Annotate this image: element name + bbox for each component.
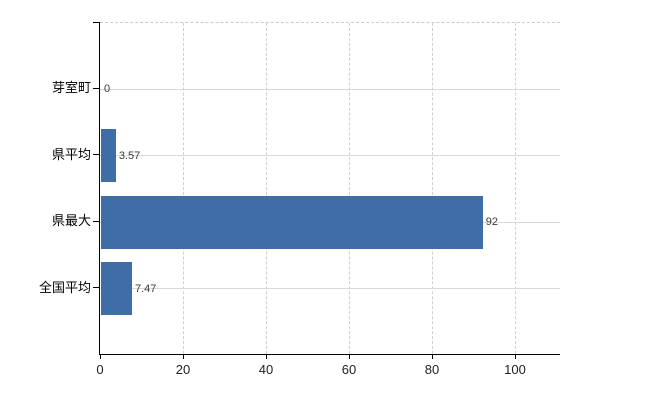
v-gridline — [265, 23, 267, 354]
x-tick-label: 0 — [96, 362, 104, 377]
x-tick — [431, 354, 433, 359]
v-gridline — [348, 23, 350, 354]
y-tick — [93, 220, 100, 222]
y-axis-end-tick — [93, 22, 100, 23]
category-label: 県平均 — [51, 146, 91, 162]
x-tick-label: 100 — [504, 362, 526, 377]
plot-area: 0 3.57 92 7.47 — [100, 22, 560, 354]
x-tick-label: 80 — [424, 362, 440, 377]
y-axis-line — [99, 22, 100, 354]
category-label: 県最大 — [51, 213, 91, 229]
y-tick — [93, 287, 100, 289]
h-gridline — [100, 288, 560, 290]
value-label: 92 — [485, 216, 499, 229]
v-gridline — [431, 23, 433, 354]
v-gridline — [182, 23, 184, 354]
x-tick — [182, 354, 184, 359]
x-tick — [265, 354, 267, 359]
value-label: 0 — [104, 83, 111, 96]
h-gridline — [100, 155, 560, 157]
v-gridline — [514, 23, 516, 354]
y-tick — [93, 87, 100, 89]
x-tick — [514, 354, 516, 359]
category-label: 全国平均 — [38, 279, 91, 295]
bar — [101, 195, 483, 249]
value-label: 7.47 — [135, 282, 157, 295]
bar — [101, 129, 116, 183]
category-label: 芽室町 — [51, 80, 91, 96]
h-gridline — [100, 88, 560, 90]
x-tick-label: 60 — [341, 362, 357, 377]
x-tick — [348, 354, 350, 359]
x-tick — [99, 354, 101, 359]
bar — [101, 262, 132, 316]
x-tick-label: 20 — [175, 362, 191, 377]
y-tick — [93, 154, 100, 156]
x-tick-label: 40 — [258, 362, 274, 377]
value-label: 3.57 — [118, 149, 141, 162]
x-axis-line — [99, 354, 560, 355]
